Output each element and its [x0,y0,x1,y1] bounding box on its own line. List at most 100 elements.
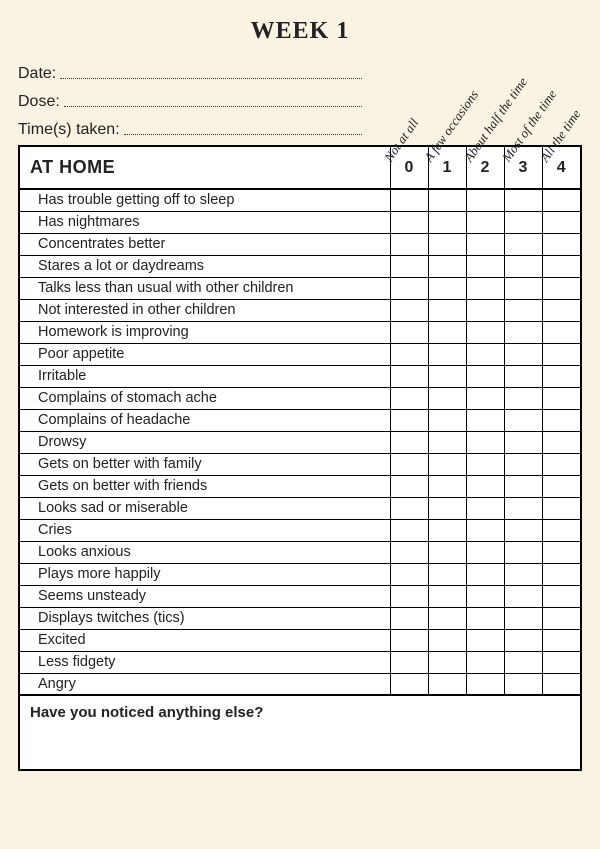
rating-cell[interactable] [428,497,466,519]
rating-cell[interactable] [428,233,466,255]
rating-cell[interactable] [466,431,504,453]
rating-cell[interactable] [466,585,504,607]
rating-cell[interactable] [390,563,428,585]
rating-cell[interactable] [428,453,466,475]
rating-cell[interactable] [466,497,504,519]
rating-cell[interactable] [390,431,428,453]
rating-cell[interactable] [542,453,580,475]
rating-cell[interactable] [542,651,580,673]
rating-cell[interactable] [542,387,580,409]
rating-cell[interactable] [428,629,466,651]
rating-cell[interactable] [466,651,504,673]
rating-cell[interactable] [390,343,428,365]
rating-cell[interactable] [542,585,580,607]
rating-cell[interactable] [390,519,428,541]
rating-cell[interactable] [466,255,504,277]
rating-cell[interactable] [542,321,580,343]
rating-cell[interactable] [504,321,542,343]
rating-cell[interactable] [466,233,504,255]
rating-cell[interactable] [390,651,428,673]
rating-cell[interactable] [428,387,466,409]
rating-cell[interactable] [428,431,466,453]
rating-cell[interactable] [504,651,542,673]
rating-cell[interactable] [504,585,542,607]
rating-cell[interactable] [428,211,466,233]
rating-cell[interactable] [542,607,580,629]
rating-cell[interactable] [542,497,580,519]
date-line[interactable] [60,78,362,79]
rating-cell[interactable] [390,541,428,563]
rating-cell[interactable] [504,255,542,277]
rating-cell[interactable] [504,365,542,387]
rating-cell[interactable] [390,255,428,277]
rating-cell[interactable] [542,365,580,387]
rating-cell[interactable] [542,211,580,233]
rating-cell[interactable] [428,673,466,695]
rating-cell[interactable] [504,233,542,255]
rating-cell[interactable] [466,365,504,387]
rating-cell[interactable] [466,607,504,629]
rating-cell[interactable] [542,563,580,585]
rating-cell[interactable] [428,255,466,277]
rating-cell[interactable] [466,277,504,299]
rating-cell[interactable] [504,277,542,299]
rating-cell[interactable] [466,563,504,585]
rating-cell[interactable] [466,189,504,211]
rating-cell[interactable] [428,585,466,607]
rating-cell[interactable] [428,299,466,321]
rating-cell[interactable] [390,189,428,211]
rating-cell[interactable] [504,563,542,585]
rating-cell[interactable] [428,563,466,585]
rating-cell[interactable] [504,497,542,519]
rating-cell[interactable] [466,541,504,563]
rating-cell[interactable] [504,475,542,497]
rating-cell[interactable] [466,409,504,431]
rating-cell[interactable] [390,607,428,629]
rating-cell[interactable] [390,475,428,497]
rating-cell[interactable] [428,607,466,629]
rating-cell[interactable] [504,541,542,563]
rating-cell[interactable] [542,343,580,365]
rating-cell[interactable] [466,629,504,651]
rating-cell[interactable] [542,673,580,695]
rating-cell[interactable] [428,321,466,343]
rating-cell[interactable] [390,277,428,299]
rating-cell[interactable] [504,299,542,321]
rating-cell[interactable] [542,541,580,563]
rating-cell[interactable] [390,629,428,651]
rating-cell[interactable] [504,343,542,365]
rating-cell[interactable] [542,255,580,277]
rating-cell[interactable] [428,365,466,387]
rating-cell[interactable] [428,475,466,497]
rating-cell[interactable] [390,321,428,343]
rating-cell[interactable] [466,321,504,343]
rating-cell[interactable] [542,189,580,211]
rating-cell[interactable] [428,409,466,431]
rating-cell[interactable] [466,211,504,233]
rating-cell[interactable] [542,475,580,497]
rating-cell[interactable] [504,387,542,409]
rating-cell[interactable] [504,673,542,695]
rating-cell[interactable] [466,519,504,541]
rating-cell[interactable] [390,365,428,387]
rating-cell[interactable] [504,453,542,475]
rating-cell[interactable] [504,629,542,651]
rating-cell[interactable] [390,409,428,431]
rating-cell[interactable] [428,519,466,541]
rating-cell[interactable] [504,211,542,233]
rating-cell[interactable] [428,277,466,299]
times-line[interactable] [124,134,362,135]
rating-cell[interactable] [390,497,428,519]
rating-cell[interactable] [428,541,466,563]
rating-cell[interactable] [390,211,428,233]
rating-cell[interactable] [466,299,504,321]
rating-cell[interactable] [542,277,580,299]
dose-line[interactable] [64,106,362,107]
rating-cell[interactable] [466,453,504,475]
rating-cell[interactable] [466,387,504,409]
rating-cell[interactable] [390,453,428,475]
rating-cell[interactable] [390,387,428,409]
rating-cell[interactable] [504,431,542,453]
rating-cell[interactable] [390,585,428,607]
rating-cell[interactable] [542,629,580,651]
